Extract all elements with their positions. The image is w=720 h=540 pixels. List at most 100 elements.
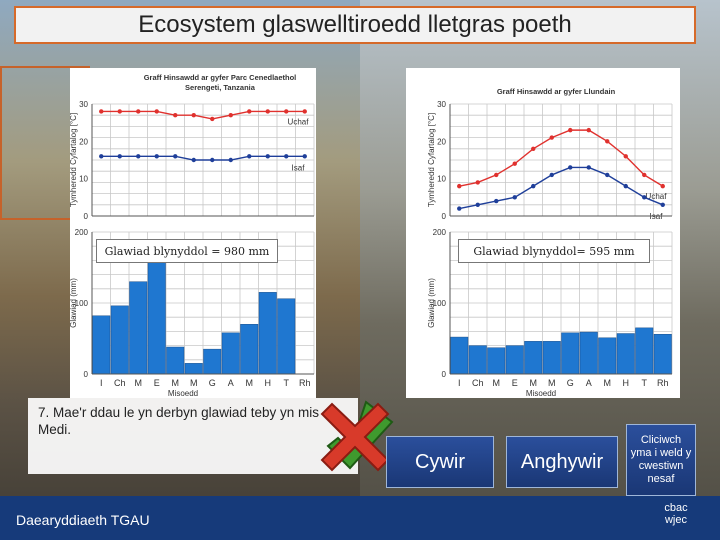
x-tick-label: M [604,378,612,388]
rainfall-bar [505,345,524,375]
x-tick-label: A [586,378,592,388]
rainfall-bar [598,337,617,375]
x-tick-label: Rh [657,378,669,388]
rainfall-bar [92,315,111,375]
x-tick-label: M [190,378,198,388]
data-point-uchaf [228,113,233,118]
data-point-uchaf [284,109,289,114]
x-tick-label: M [530,378,538,388]
x-tick-label: A [228,378,234,388]
data-point-isaf [494,198,499,204]
data-point-isaf [284,154,289,159]
data-point-uchaf [457,183,462,189]
serengeti-annual-rainfall-badge: Glawiad blynyddol = 980 mm [96,239,278,263]
data-point-uchaf [210,116,215,122]
correct-button[interactable]: Cywir [386,436,494,488]
series-line-uchaf [101,110,305,120]
data-point-isaf [512,195,517,200]
rainfall-bar [542,341,561,375]
slide-title: Ecosystem glaswelltiroedd lletgras poeth [14,6,696,44]
data-point-isaf [173,154,178,159]
incorrect-button[interactable]: Anghywir [506,436,618,488]
data-point-uchaf [660,183,665,189]
y-axis-label: Tymheredd Cyfartalog [°C] [427,113,436,207]
rainfall-bar [203,348,222,375]
data-point-isaf [117,154,122,159]
y-tick-label: 30 [79,100,88,109]
y-tick-label: 10 [79,175,88,184]
x-axis-label: Misoedd [526,389,556,398]
data-point-uchaf [154,109,159,114]
y-axis-label: Tymheredd Cyfartalog [°C] [70,113,78,207]
x-tick-label: M [246,378,254,388]
rainfall-bar [653,333,672,375]
y-tick-label: 0 [84,212,89,221]
data-point-uchaf [99,109,104,114]
x-tick-label: G [567,378,574,388]
y-axis-label: Glawiad (mm) [427,278,436,328]
data-point-isaf [660,202,665,207]
cross-tick-icon [320,400,394,472]
data-point-uchaf [586,127,591,133]
chart-title-line-2: Serengeti, Tanzania [185,83,256,92]
rainfall-bar [184,363,203,375]
rainfall-bar [468,345,487,375]
logo-line-2: wjec [664,514,687,526]
footer-subject: Daearyddiaeth TGAU [16,512,150,528]
data-point-uchaf [173,113,178,118]
x-tick-label: M [548,378,556,388]
rainfall-bar [110,305,129,375]
y-tick-label: 30 [437,100,446,109]
rainfall-bar [450,336,469,375]
x-tick-label: Ch [472,378,484,388]
x-tick-label: G [209,378,216,388]
x-tick-label: I [100,378,103,388]
data-point-uchaf [302,109,307,114]
london-temperature-panel: 0 10 20 30 Tymheredd Cyfartalog [°C] Graff Hi… [406,68,680,226]
x-tick-label: M [172,378,180,388]
london-annual-rainfall-badge: Glawiad blynyddol= 595 mm [458,239,650,263]
data-point-uchaf [642,172,647,178]
data-point-isaf [265,154,270,159]
y-tick-label: 100 [433,299,447,308]
data-point-uchaf [117,109,122,114]
data-point-isaf [457,206,462,211]
data-point-isaf [247,154,252,159]
y-tick-label: 100 [75,299,89,308]
data-point-uchaf [475,180,480,185]
data-point-isaf [302,154,307,159]
rainfall-bar [166,346,185,375]
data-point-uchaf [568,127,573,133]
logo-line-1: cbac [664,502,688,514]
x-tick-label: T [284,378,290,388]
x-tick-label: M [493,378,501,388]
data-point-uchaf [549,135,554,140]
footer-bar [0,496,720,540]
x-tick-label: E [154,378,160,388]
data-point-isaf [210,157,215,163]
data-point-uchaf [531,146,536,151]
rainfall-bar [561,332,580,375]
data-point-uchaf [247,109,252,114]
x-tick-label: T [642,378,648,388]
next-question-button[interactable]: Cliciwch yma i weld y cwestiwn nesaf [626,424,696,496]
rainfall-bar [635,327,654,375]
rainfall-bar [487,347,506,375]
data-point-isaf [191,157,196,163]
x-tick-label: H [265,378,272,388]
chart-title: Graff Hinsawdd ar gyfer Llundain [497,87,616,96]
question-text: 7. Mae'r ddau le yn derbyn glawiad teby … [28,398,358,474]
data-point-isaf [475,202,480,207]
rainfall-bar [579,331,598,375]
data-point-isaf [228,157,233,163]
data-point-isaf [605,172,610,178]
data-point-isaf [99,154,104,159]
data-point-uchaf [623,154,628,159]
rainfall-bar [129,281,148,375]
y-tick-label: 20 [437,137,446,146]
series-line-isaf [101,155,305,161]
series-label-isaf: Isaf [292,163,306,172]
